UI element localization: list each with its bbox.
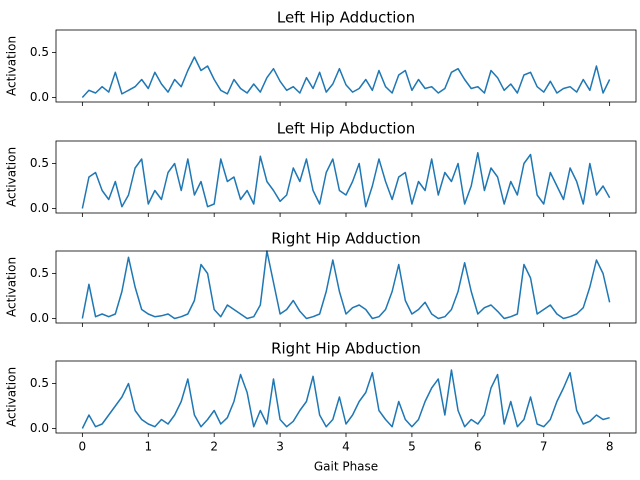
data-line	[81, 369, 610, 429]
y-tick-label: 0.5	[30, 376, 49, 390]
x-tick-label: 0	[79, 440, 87, 454]
y-axis-label: Activation	[5, 36, 19, 96]
y-tick-label: 0.5	[30, 156, 49, 170]
axes-frame	[55, 140, 637, 214]
y-axis-label: Activation	[5, 147, 19, 207]
axes-frame	[55, 360, 637, 434]
subplot-title: Right Hip Adduction	[271, 230, 421, 248]
subplot-title: Left Hip Adduction	[277, 9, 415, 27]
data-line	[81, 151, 611, 209]
y-tick-label: 0.0	[30, 90, 49, 104]
x-tick-label: 1	[144, 440, 152, 454]
y-axis-label: Activation	[5, 257, 19, 317]
y-axis-label: Activation	[5, 367, 19, 427]
x-tick-label: 4	[342, 440, 350, 454]
subplot-title: Left Hip Abduction	[277, 120, 416, 138]
axes-frame	[55, 250, 637, 324]
x-tick-label: 3	[276, 440, 284, 454]
y-tick-label: 0.5	[30, 45, 49, 59]
y-tick-label: 0.0	[30, 311, 49, 325]
y-tick-label: 0.0	[30, 421, 49, 435]
subplot-title: Right Hip Abduction	[271, 340, 421, 358]
x-tick-label: 8	[606, 440, 614, 454]
y-tick-label: 0.0	[30, 201, 49, 215]
data-line	[81, 56, 611, 99]
axes-frame	[55, 29, 637, 103]
data-line	[81, 250, 611, 320]
x-axis-label: Gait Phase	[314, 460, 378, 474]
y-tick-label: 0.5	[30, 266, 49, 280]
x-tick-label: 5	[408, 440, 416, 454]
x-tick-label: 2	[210, 440, 218, 454]
x-tick-label: 7	[540, 440, 548, 454]
x-tick-label: 6	[474, 440, 482, 454]
